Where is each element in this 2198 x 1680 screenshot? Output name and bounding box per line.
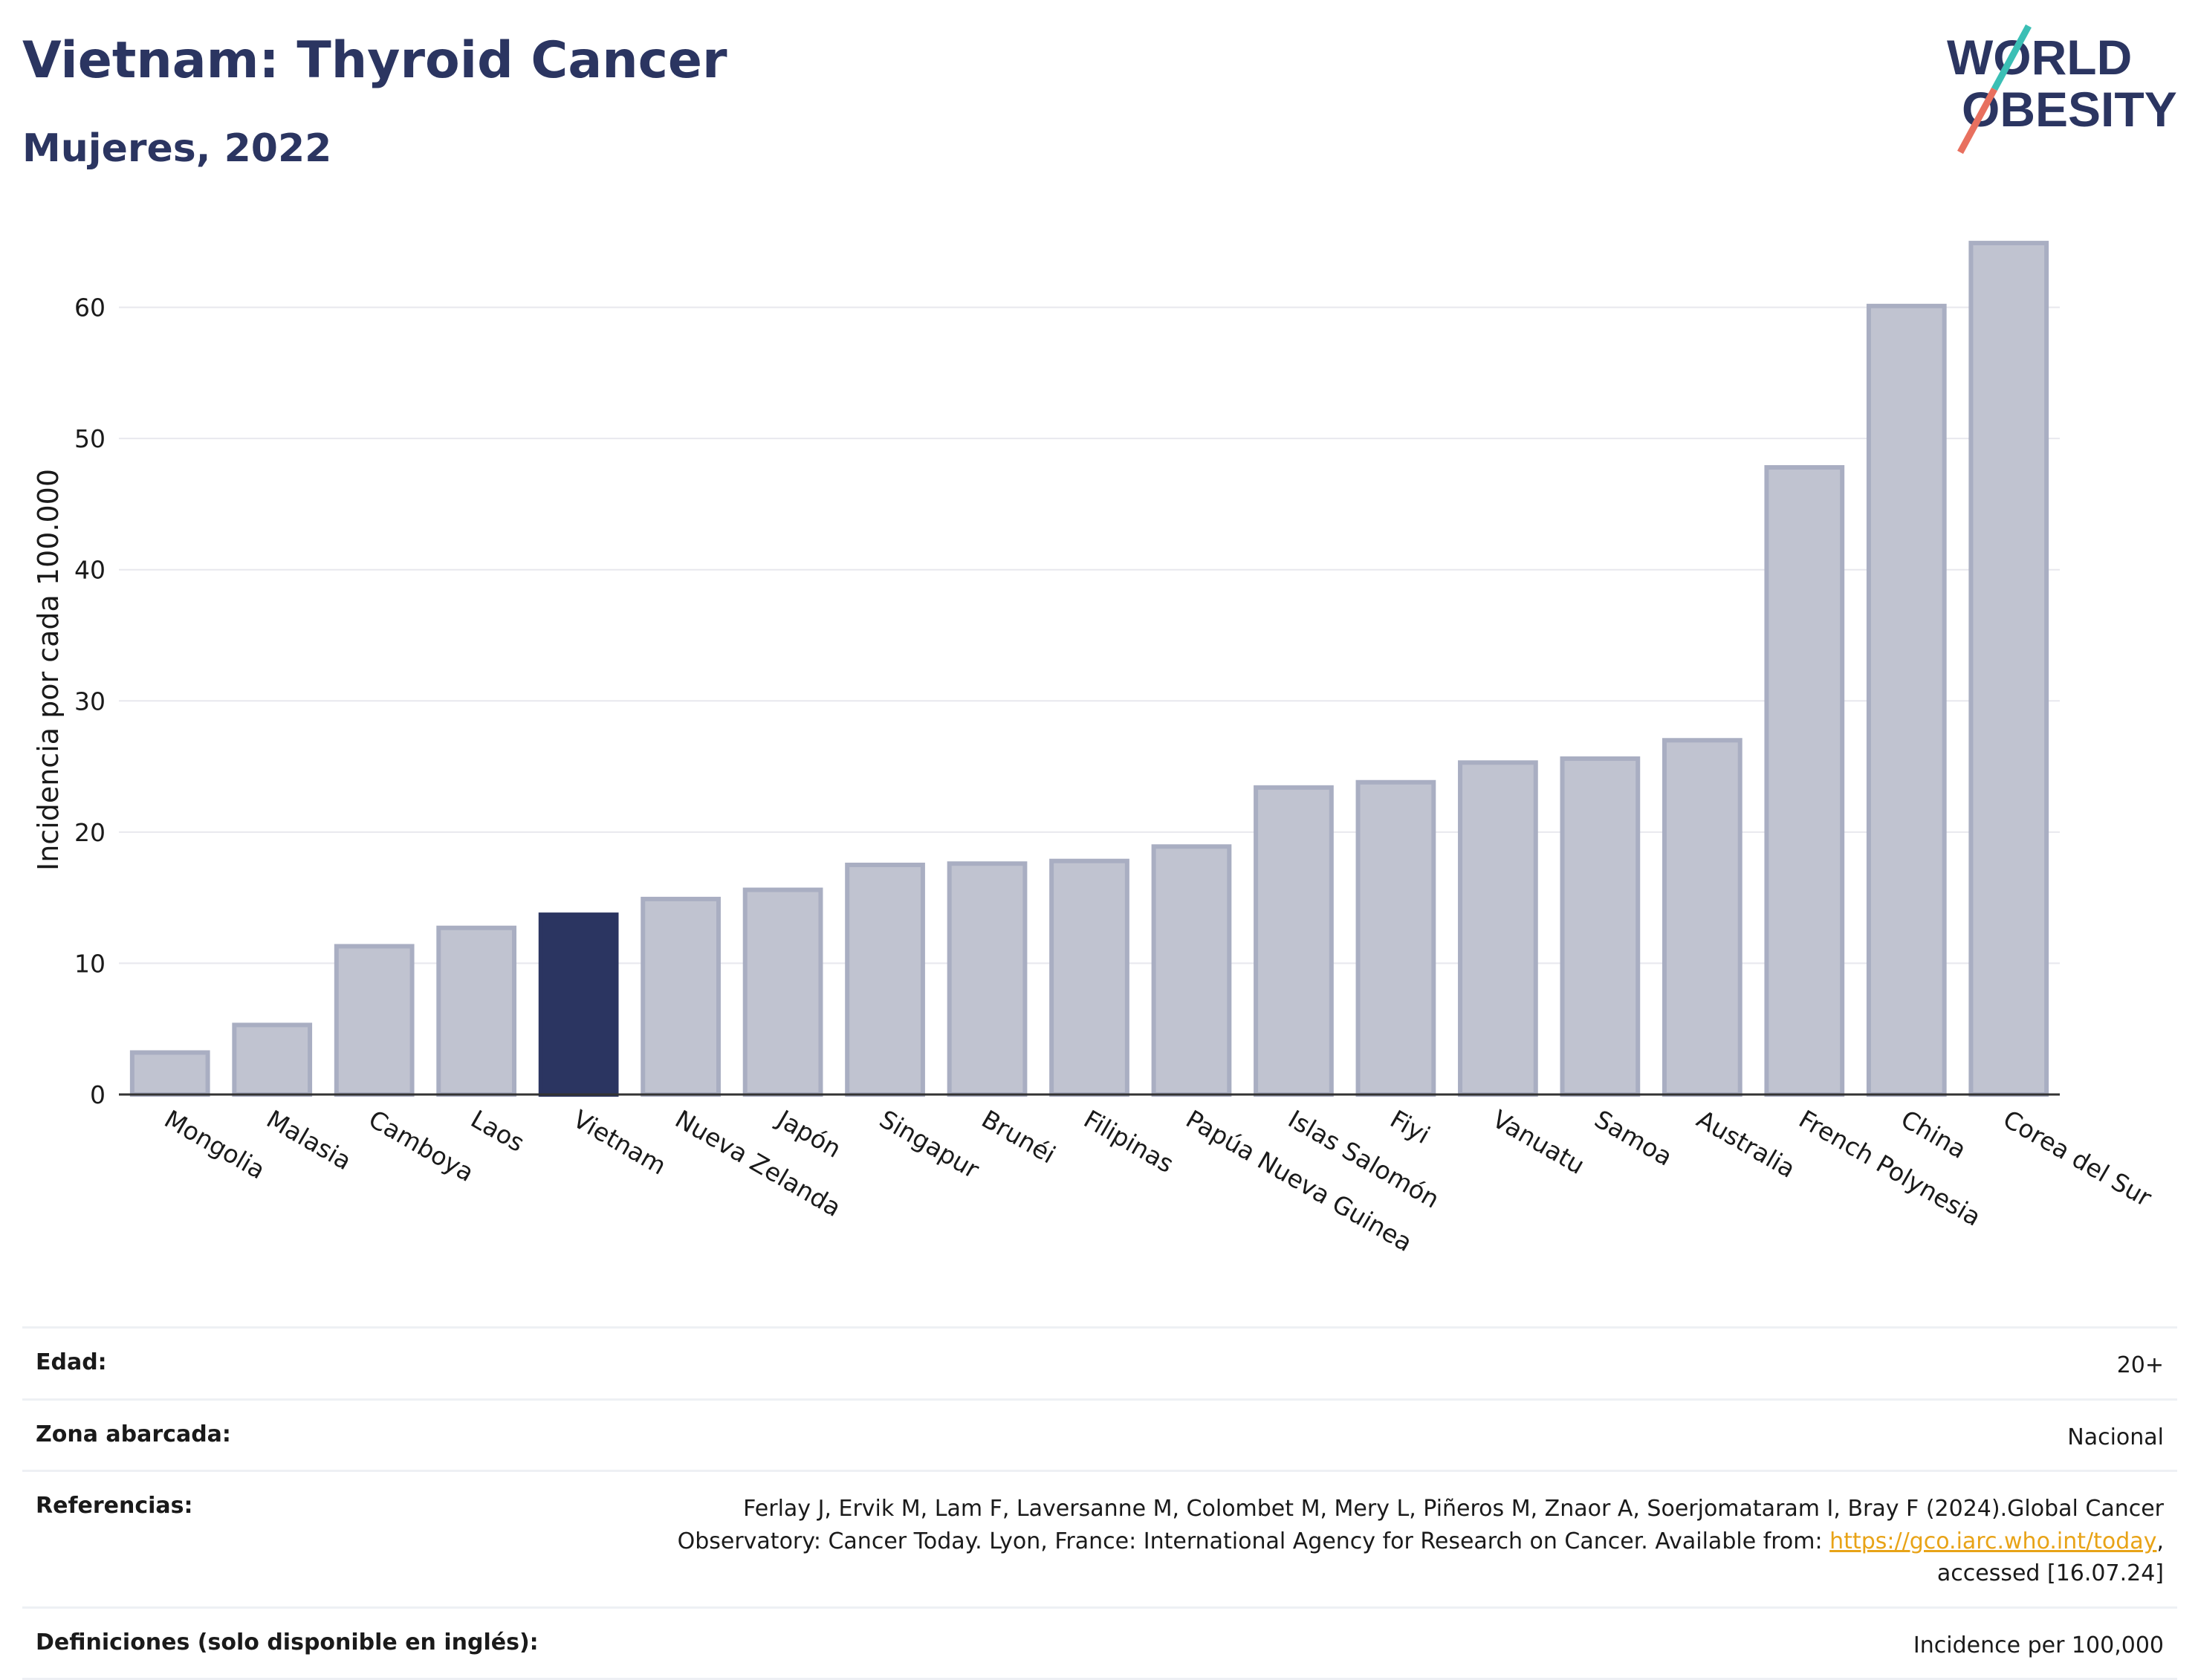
bar xyxy=(950,863,1025,1094)
meta-label-references: Referencias: xyxy=(36,1493,193,1519)
bar xyxy=(1869,306,1945,1094)
x-tick-label: Corea del Sur xyxy=(1998,1104,2156,1213)
y-tick-label: 10 xyxy=(74,949,106,978)
bar-highlight xyxy=(541,915,617,1094)
y-tick-label: 20 xyxy=(74,818,106,847)
x-tick-label: China xyxy=(1896,1104,1971,1164)
meta-row-age: Edad: 20+ xyxy=(22,1326,2177,1398)
meta-value-references: Ferlay J, Ervik M, Lam F, Laversanne M, … xyxy=(603,1493,2164,1590)
bar xyxy=(234,1025,310,1094)
x-tick-label: French Polynesia xyxy=(1794,1104,1985,1232)
meta-value-age: 20+ xyxy=(2117,1349,2164,1382)
y-axis-label: Incidencia por cada 100.000 xyxy=(32,469,65,871)
bar xyxy=(643,899,719,1094)
bar xyxy=(1154,846,1230,1094)
bar xyxy=(1971,243,2046,1094)
metadata-table: Edad: 20+ Zona abarcada: Nacional Refere… xyxy=(22,1326,2177,1680)
meta-row-references: Referencias: Ferlay J, Ervik M, Lam F, L… xyxy=(22,1470,2177,1606)
meta-label-age: Edad: xyxy=(36,1349,107,1375)
bar xyxy=(1256,788,1332,1094)
bar xyxy=(132,1052,208,1094)
meta-row-area: Zona abarcada: Nacional xyxy=(22,1398,2177,1470)
meta-label-definitions: Definiciones (solo disponible en inglés)… xyxy=(36,1629,539,1655)
meta-label-area: Zona abarcada: xyxy=(36,1421,231,1447)
x-tick-label: Malasia xyxy=(262,1104,356,1175)
meta-row-definitions: Definiciones (solo disponible en inglés)… xyxy=(22,1606,2177,1680)
bar xyxy=(438,928,514,1094)
y-tick-label: 40 xyxy=(74,556,106,585)
x-tick-label: Singapur xyxy=(875,1104,985,1184)
bar xyxy=(745,890,821,1094)
y-tick-label: 0 xyxy=(90,1080,106,1109)
x-tick-label: Brunéi xyxy=(977,1104,1061,1170)
x-tick-label: Camboya xyxy=(364,1104,479,1187)
x-tick-label: Fiyi xyxy=(1385,1104,1435,1149)
y-tick-label: 50 xyxy=(74,424,106,453)
bar xyxy=(1766,467,1842,1094)
bar xyxy=(1664,740,1740,1094)
x-tick-label: Japón xyxy=(771,1103,846,1164)
x-tick-label: Australia xyxy=(1692,1104,1800,1184)
reference-link[interactable]: https://gco.iarc.who.int/today xyxy=(1829,1528,2156,1554)
x-tick-label: Vanuatu xyxy=(1488,1104,1589,1180)
x-tick-label: Nueva Zelanda xyxy=(670,1104,846,1222)
bar xyxy=(1563,759,1638,1094)
y-tick-label: 30 xyxy=(74,687,106,716)
x-tick-label: Mongolia xyxy=(160,1104,270,1184)
x-tick-label: Laos xyxy=(466,1104,529,1158)
meta-value-area: Nacional xyxy=(2067,1421,2164,1454)
bar-chart: 0 10 20 30 40 50 60 Incidencia por cada 100.000… xyxy=(0,0,2198,1308)
x-tick-label: Filipinas xyxy=(1079,1104,1179,1178)
bar xyxy=(847,865,923,1094)
meta-value-definitions: Incidence per 100,000 xyxy=(1913,1629,2164,1662)
x-tick-label: Vietnam xyxy=(568,1104,672,1181)
bar xyxy=(1460,762,1536,1094)
x-tick-label: Samoa xyxy=(1589,1104,1677,1172)
bar xyxy=(337,946,412,1094)
bar xyxy=(1051,861,1127,1094)
y-tick-label: 60 xyxy=(74,293,106,322)
bar xyxy=(1358,782,1434,1094)
